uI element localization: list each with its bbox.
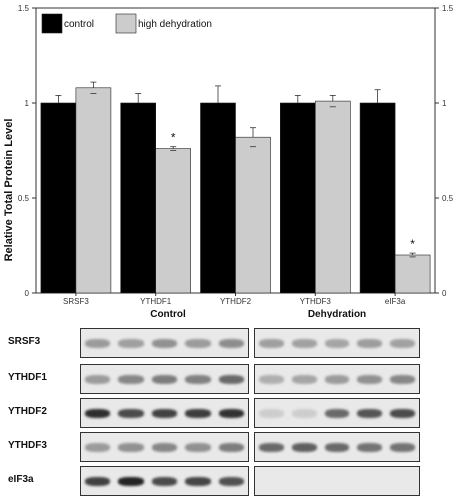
y-tick-label-right: 0.5: [442, 194, 454, 203]
blot-row-label: YTHDF1: [8, 372, 47, 383]
blot-band: [118, 339, 144, 348]
blot-panel-dehydration: [254, 466, 420, 496]
blot-band: [291, 409, 317, 418]
blot-band: [151, 443, 178, 452]
blot-row-label: YTHDF2: [8, 406, 47, 417]
significance-mark: *: [410, 237, 415, 251]
blot-band: [357, 375, 383, 384]
blot-band: [85, 477, 111, 486]
x-tick-label: YTHDF3: [300, 297, 332, 306]
bar-control: [40, 102, 77, 294]
legend-label-control: control: [64, 19, 94, 30]
bar-dehydration: [75, 87, 112, 294]
blot-band: [218, 477, 244, 486]
blot-band: [324, 443, 350, 452]
blot-band: [259, 409, 284, 418]
blot-band: [185, 339, 211, 348]
blot-band: [324, 375, 350, 384]
bar-control: [120, 102, 156, 294]
bar-dehydration: [314, 100, 351, 294]
blot-band: [185, 477, 211, 486]
blot-band: [118, 443, 144, 452]
bar-control: [359, 102, 396, 294]
blot-panel-dehydration: [254, 364, 420, 394]
blot-band: [218, 339, 244, 348]
blot-panel-dehydration: [254, 398, 420, 428]
blot-band: [357, 409, 383, 418]
legend-swatch-control: [41, 13, 63, 34]
legend-label-dehydration: high dehydration: [138, 19, 212, 30]
blot-band: [151, 409, 178, 418]
bar-control: [200, 102, 236, 294]
group-label-control: Control: [150, 309, 186, 318]
blot-band: [390, 443, 415, 452]
blot-band: [85, 409, 111, 418]
legend-swatch-dehydration: [115, 13, 137, 34]
blot-band: [118, 409, 144, 418]
blot-band: [118, 375, 144, 384]
blot-band: [85, 375, 111, 384]
x-tick-label: eIF3a: [385, 297, 406, 306]
blot-row-label: YTHDF3: [8, 440, 47, 451]
blot-band: [259, 443, 284, 452]
y-tick-label-right: 0: [442, 289, 447, 298]
blot-panel-control: [80, 364, 249, 394]
blot-band: [357, 443, 383, 452]
x-tick-label: SRSF3: [63, 297, 89, 306]
bar-dehydration: [155, 148, 191, 294]
blot-band: [185, 409, 211, 418]
blot-band: [185, 443, 211, 452]
blot-band: [185, 375, 211, 384]
blot-band: [357, 339, 383, 348]
blot-panel-dehydration: [254, 328, 420, 358]
blot-band: [218, 375, 244, 384]
blot-band: [390, 339, 415, 348]
chart-tick-labels: 0 0 0.5 0.5 1 1 1.5 1.5 SRSF3 YTHDF1 YTHDF2 YTHDF3 e…: [18, 4, 454, 306]
blot-row-label: eIF3a: [8, 474, 34, 485]
blot-band: [324, 339, 350, 348]
y-tick-label-left: 0.5: [18, 194, 30, 203]
blot-row-label: SRSF3: [8, 336, 41, 347]
bar-control: [279, 102, 316, 294]
blot-band: [291, 443, 317, 452]
bar-dehydration: [394, 254, 431, 294]
y-tick-label-right: 1: [442, 99, 447, 108]
chart-legend: control high dehydration: [41, 13, 212, 34]
y-axis-label: Relative Total Protein Level: [3, 119, 15, 262]
blot-band: [259, 375, 284, 384]
blot-band: [85, 339, 111, 348]
blot-band: [291, 339, 317, 348]
y-tick-label-left: 1.5: [18, 4, 30, 13]
blot-band: [85, 443, 111, 452]
blot-panel-control: [80, 466, 249, 496]
blot-panel-control: [80, 398, 249, 428]
y-tick-label-left: 1: [25, 99, 30, 108]
blot-panel-dehydration: [254, 432, 420, 462]
significance-mark: *: [171, 131, 176, 145]
x-tick-label: YTHDF1: [140, 297, 172, 306]
blot-band: [118, 477, 144, 486]
blot-band: [218, 443, 244, 452]
blot-band: [218, 409, 244, 418]
bar-chart: 0 0 0.5 0.5 1 1 1.5 1.5 SRSF3 YTHDF1 YTHDF2 YTHDF3 e…: [3, 4, 454, 318]
blot-band: [390, 409, 415, 418]
y-tick-label-left: 0: [25, 289, 30, 298]
chart-bars: [40, 87, 431, 294]
blot-band: [259, 339, 284, 348]
chart-error-bars: [55, 81, 416, 258]
bar-dehydration: [235, 136, 271, 294]
group-label-dehydration: Dehydration: [308, 309, 366, 318]
blot-band: [390, 375, 415, 384]
blot-band: [151, 339, 178, 348]
blot-band: [324, 409, 350, 418]
blot-panel-control: [80, 432, 249, 462]
x-tick-label: YTHDF2: [220, 297, 252, 306]
y-tick-label-right: 1.5: [442, 4, 454, 13]
blot-panel-control: [80, 328, 249, 358]
blot-band: [151, 477, 178, 486]
blot-band: [151, 375, 178, 384]
blot-band: [291, 375, 317, 384]
